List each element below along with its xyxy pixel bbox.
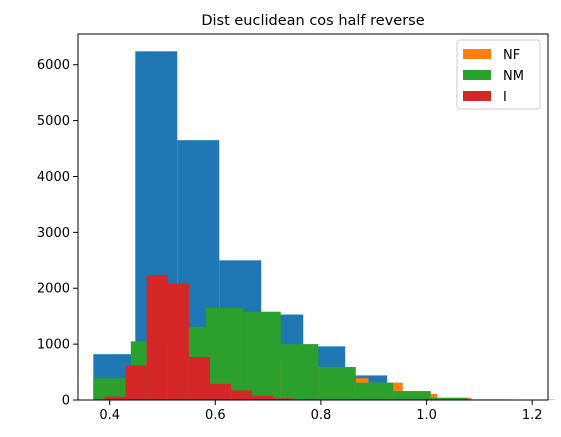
y-tick-label: 1000 <box>37 338 70 353</box>
histogram-bar <box>168 284 189 400</box>
x-tick-label: 1.2 <box>522 408 543 423</box>
histogram-bar <box>243 312 280 400</box>
x-tick-label: 0.4 <box>99 408 120 423</box>
legend-label: I <box>503 90 507 105</box>
y-tick-label: 0 <box>62 394 70 409</box>
y-tick-label: 2000 <box>37 282 70 297</box>
histogram-bar <box>281 344 318 400</box>
x-axis-ticks: 0.4 0.6 0.8 1.0 1.2 <box>99 400 542 423</box>
legend-label: NF <box>503 48 520 63</box>
legend: NF NM I <box>457 40 540 109</box>
x-tick-label: 0.8 <box>311 408 332 423</box>
histogram-bar <box>104 397 125 400</box>
legend-swatch <box>463 49 491 59</box>
histogram-bar <box>393 391 430 400</box>
histogram-bar <box>252 396 273 400</box>
histogram-bar <box>147 275 168 400</box>
x-tick-label: 0.6 <box>205 408 226 423</box>
histogram-bar <box>231 391 252 401</box>
chart-title: Dist euclidean cos half reverse <box>201 13 424 29</box>
y-tick-label: 6000 <box>37 58 70 73</box>
y-tick-label: 4000 <box>37 170 70 185</box>
y-tick-label: 3000 <box>37 226 70 241</box>
legend-label: NM <box>503 69 524 84</box>
x-tick-label: 1.0 <box>416 408 437 423</box>
y-tick-label: 5000 <box>37 114 70 129</box>
histogram-bar <box>318 367 355 400</box>
histogram-bar <box>210 384 231 400</box>
histogram-bar <box>189 357 210 400</box>
y-axis-ticks: 0 1000 2000 3000 4000 5000 6000 <box>37 58 78 408</box>
histogram-bar <box>126 365 147 400</box>
legend-swatch <box>463 91 491 101</box>
legend-swatch <box>463 70 491 80</box>
histogram-bar <box>356 383 393 400</box>
